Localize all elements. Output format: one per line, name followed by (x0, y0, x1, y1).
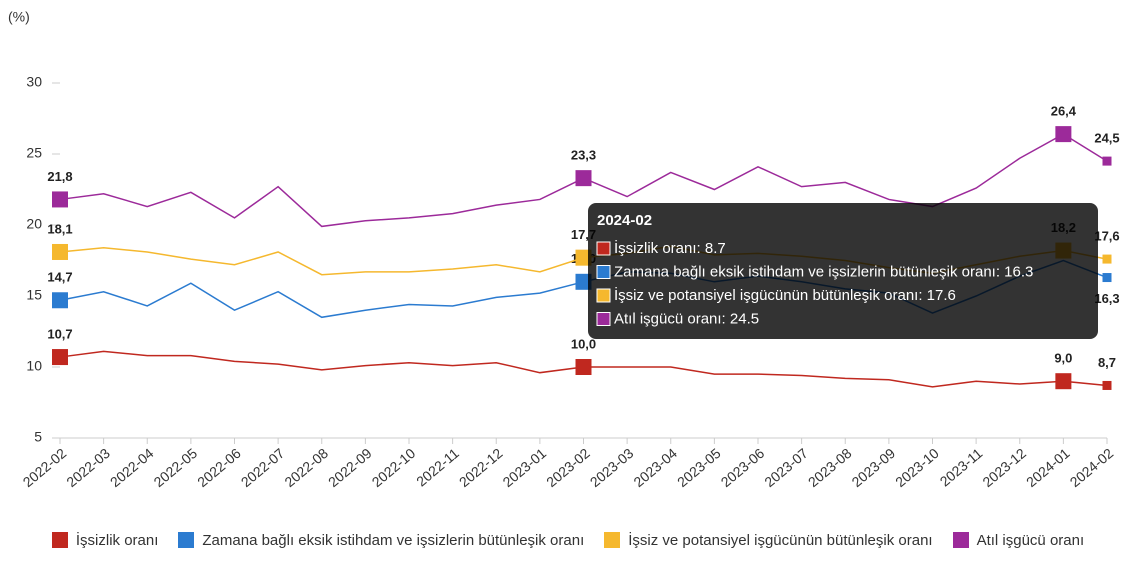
legend-swatch (51, 532, 68, 548)
x-tick-label: 2023-12 (979, 445, 1029, 490)
legend-label: İşsizlik oranı (75, 531, 159, 549)
point-marker (575, 249, 592, 266)
legend-label: İşsiz ve potansiyel işgücünün bütünleşik… (628, 531, 933, 549)
legend-item[interactable]: Zamana bağlı eksik istihdam ve işsizleri… (178, 528, 584, 552)
legend: İşsizlik oranı Zamana bağlı eksik istihda… (0, 528, 1136, 552)
point-marker (575, 170, 592, 187)
data-label: 16,3 (1094, 291, 1119, 306)
point-marker (1055, 373, 1072, 390)
point-marker (52, 349, 68, 366)
x-tick-label: 2022-10 (369, 445, 419, 490)
x-tick-label: 2023-04 (630, 445, 680, 490)
y-tick-label: 30 (26, 74, 42, 90)
x-tick-label: 2022-12 (456, 445, 506, 490)
legend-label: Zamana bağlı eksik istihdam ve işsizleri… (202, 531, 585, 549)
x-tick-label: 2023-10 (892, 445, 942, 490)
data-label: 23,3 (571, 148, 596, 163)
x-tick-label: 2022-02 (20, 445, 70, 490)
legend-item[interactable]: İşsizlik oranı (51, 528, 159, 552)
x-tick-label: 2022-04 (107, 445, 157, 490)
x-tick-label: 2023-07 (761, 445, 811, 490)
point-marker (1102, 156, 1112, 166)
x-tick-label: 2022-07 (238, 445, 288, 490)
tooltip-title: 2024-02 (597, 212, 652, 229)
point-marker (1102, 380, 1112, 390)
y-axis-label: (%) (8, 9, 30, 25)
x-tick-label: 2023-03 (587, 445, 637, 490)
tooltip-swatch (596, 312, 611, 326)
point-marker (52, 191, 68, 208)
x-tick-label: 2023-01 (500, 445, 550, 490)
chart: (%) 510152025302022-022022-032022-042022… (8, 9, 1120, 490)
x-tick-label: 2023-06 (718, 445, 768, 490)
x-tick-label: 2022-11 (413, 445, 462, 490)
x-tick-label: 2024-01 (1023, 445, 1073, 490)
legend-swatch (952, 532, 969, 548)
data-label: 24,5 (1094, 131, 1119, 146)
x-tick-label: 2023-08 (805, 445, 855, 490)
point-marker (52, 243, 68, 260)
data-label: 21,8 (47, 169, 72, 184)
x-tick-label: 2022-08 (281, 445, 331, 490)
tooltip-swatch (596, 265, 611, 279)
y-tick-label: 25 (26, 145, 42, 161)
legend-swatch (604, 532, 621, 548)
legend-item[interactable]: Atıl işgücü oranı (952, 528, 1085, 552)
x-tick-label: 2024-02 (1067, 445, 1117, 490)
x-tick-label: 2023-09 (849, 445, 899, 490)
point-marker (1102, 273, 1112, 283)
point-marker (575, 273, 592, 290)
y-tick-label: 5 (34, 429, 42, 445)
x-tick-label: 2022-05 (151, 445, 201, 490)
legend-swatch (178, 532, 195, 548)
point-marker (1055, 126, 1072, 143)
data-label: 9,0 (1054, 351, 1072, 366)
legend-item[interactable]: İşsiz ve potansiyel işgücünün bütünleşik… (604, 528, 933, 552)
y-tick-label: 10 (26, 358, 42, 374)
x-tick-label: 2023-05 (674, 445, 724, 490)
tooltip-item: Zamana bağlı eksik istihdam ve işsizleri… (614, 263, 1033, 280)
data-label: 26,4 (1051, 104, 1077, 119)
x-tick-label: 2022-03 (63, 445, 113, 490)
point-marker (52, 292, 68, 309)
point-marker (1102, 254, 1112, 264)
data-label: 17,6 (1094, 229, 1119, 244)
x-tick-label: 2023-11 (937, 445, 986, 490)
data-label: 10,7 (47, 326, 72, 341)
x-tick-label: 2023-02 (543, 445, 593, 490)
data-label: 10,0 (571, 336, 596, 351)
y-tick-label: 20 (26, 216, 42, 232)
data-label: 18,1 (47, 221, 72, 236)
tooltip-item: İşsizlik oranı: 8.7 (614, 239, 726, 257)
tooltip-item: İşsiz ve potansiyel işgücünün bütünleşik… (614, 286, 956, 304)
data-label: 14,7 (47, 270, 72, 285)
tooltip: 2024-02 İşsizlik oranı: 8.7 Zamana bağlı e… (588, 203, 1098, 339)
x-tick-label: 2022-09 (325, 445, 375, 490)
tooltip-box (588, 203, 1098, 339)
data-label: 8,7 (1098, 355, 1116, 370)
legend-label: Atıl işgücü oranı (976, 531, 1085, 549)
y-tick-label: 15 (26, 287, 42, 303)
point-marker (575, 359, 592, 375)
tooltip-swatch (596, 241, 611, 256)
tooltip-swatch (596, 288, 611, 303)
x-tick-label: 2022-06 (194, 445, 244, 490)
tooltip-item: Atıl işgücü oranı: 24.5 (614, 310, 759, 327)
